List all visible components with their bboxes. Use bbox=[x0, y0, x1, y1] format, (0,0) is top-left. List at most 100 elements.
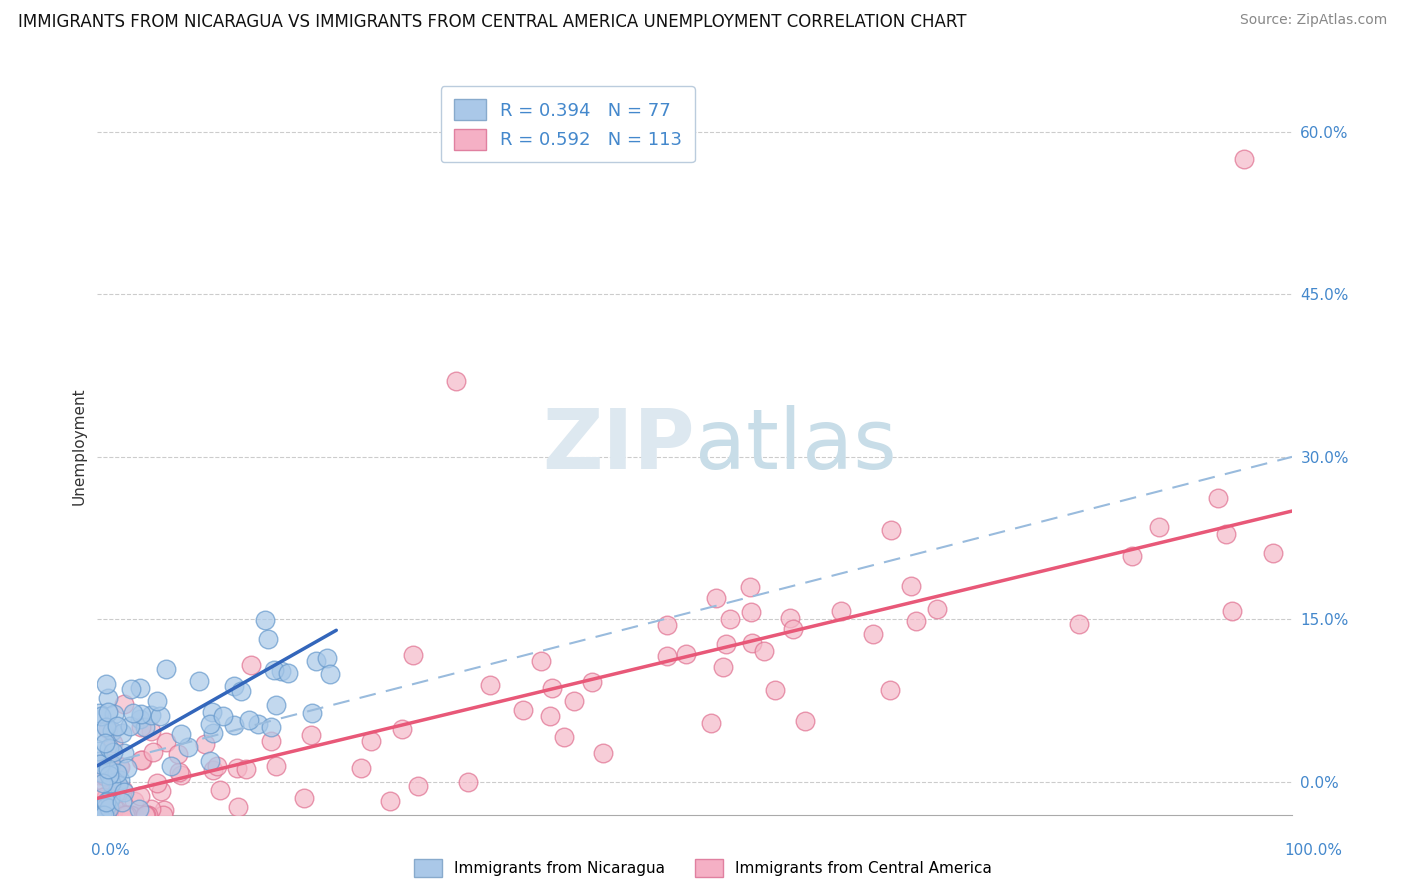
Point bbox=[160, 758, 183, 772]
Y-axis label: Unemployment: Unemployment bbox=[72, 387, 86, 505]
Point bbox=[152, 807, 174, 822]
Point bbox=[90, 807, 112, 822]
Point bbox=[149, 709, 172, 723]
Point bbox=[93, 725, 115, 739]
Point bbox=[553, 730, 575, 744]
Text: ZIP: ZIP bbox=[543, 406, 695, 486]
Point bbox=[700, 715, 723, 730]
Point bbox=[704, 591, 727, 605]
Point bbox=[110, 759, 132, 773]
Point bbox=[201, 705, 224, 719]
Legend: R = 0.394   N = 77, R = 0.592   N = 113: R = 0.394 N = 77, R = 0.592 N = 113 bbox=[441, 87, 695, 162]
Point bbox=[115, 807, 138, 822]
Point bbox=[207, 759, 229, 773]
Point bbox=[253, 613, 276, 627]
Point bbox=[208, 783, 231, 797]
Point bbox=[146, 776, 169, 790]
Point bbox=[139, 723, 162, 738]
Point bbox=[170, 727, 193, 741]
Point bbox=[1261, 546, 1284, 560]
Point bbox=[103, 707, 125, 722]
Point bbox=[91, 790, 114, 805]
Point bbox=[277, 666, 299, 681]
Point bbox=[292, 790, 315, 805]
Point bbox=[89, 807, 111, 822]
Point bbox=[138, 807, 160, 822]
Point bbox=[98, 791, 121, 805]
Point bbox=[107, 778, 129, 792]
Point bbox=[541, 681, 564, 695]
Legend: Immigrants from Nicaragua, Immigrants from Central America: Immigrants from Nicaragua, Immigrants fr… bbox=[406, 852, 1000, 884]
Point bbox=[905, 614, 928, 628]
Point bbox=[378, 794, 401, 808]
Point bbox=[122, 793, 145, 807]
Point bbox=[94, 736, 117, 750]
Point bbox=[155, 735, 177, 749]
Point bbox=[391, 722, 413, 736]
Point bbox=[87, 706, 110, 721]
Point bbox=[101, 745, 124, 759]
Point bbox=[139, 708, 162, 723]
Point bbox=[97, 741, 120, 756]
Point bbox=[1233, 152, 1256, 166]
Point bbox=[562, 694, 585, 708]
Point bbox=[235, 762, 257, 776]
Point bbox=[718, 612, 741, 626]
Point bbox=[1215, 527, 1237, 541]
Point bbox=[129, 712, 152, 726]
Point bbox=[714, 637, 737, 651]
Point bbox=[94, 795, 117, 809]
Point bbox=[246, 717, 269, 731]
Point bbox=[581, 674, 603, 689]
Point bbox=[115, 761, 138, 775]
Point bbox=[592, 746, 614, 760]
Point bbox=[299, 728, 322, 742]
Point bbox=[538, 709, 561, 723]
Point bbox=[114, 746, 136, 760]
Point bbox=[741, 636, 763, 650]
Point bbox=[187, 674, 209, 689]
Point bbox=[100, 776, 122, 790]
Point bbox=[129, 706, 152, 721]
Point bbox=[319, 667, 342, 681]
Point bbox=[97, 764, 120, 779]
Point bbox=[97, 723, 120, 737]
Point bbox=[657, 649, 679, 664]
Point bbox=[121, 807, 143, 822]
Point bbox=[105, 766, 128, 780]
Point bbox=[87, 743, 110, 757]
Point bbox=[198, 754, 221, 768]
Point bbox=[880, 523, 903, 537]
Point bbox=[90, 807, 112, 822]
Point bbox=[112, 783, 135, 797]
Point bbox=[240, 658, 263, 673]
Point bbox=[134, 720, 156, 734]
Point bbox=[105, 719, 128, 733]
Point bbox=[479, 678, 502, 692]
Point bbox=[167, 765, 190, 780]
Point bbox=[94, 800, 117, 814]
Point bbox=[360, 733, 382, 747]
Point bbox=[226, 761, 249, 775]
Point bbox=[91, 800, 114, 814]
Point bbox=[226, 799, 249, 814]
Point bbox=[530, 654, 553, 668]
Point bbox=[260, 720, 283, 734]
Point bbox=[97, 756, 120, 770]
Point bbox=[763, 683, 786, 698]
Point bbox=[93, 807, 115, 822]
Point bbox=[97, 762, 120, 776]
Point bbox=[264, 698, 287, 712]
Point bbox=[222, 718, 245, 732]
Point bbox=[779, 611, 801, 625]
Point bbox=[129, 681, 152, 696]
Point bbox=[131, 753, 153, 767]
Point bbox=[120, 807, 142, 822]
Point bbox=[108, 807, 131, 822]
Point bbox=[90, 709, 112, 723]
Point bbox=[900, 578, 922, 592]
Point bbox=[740, 605, 762, 619]
Point bbox=[830, 604, 852, 618]
Point bbox=[97, 690, 120, 705]
Point bbox=[100, 723, 122, 738]
